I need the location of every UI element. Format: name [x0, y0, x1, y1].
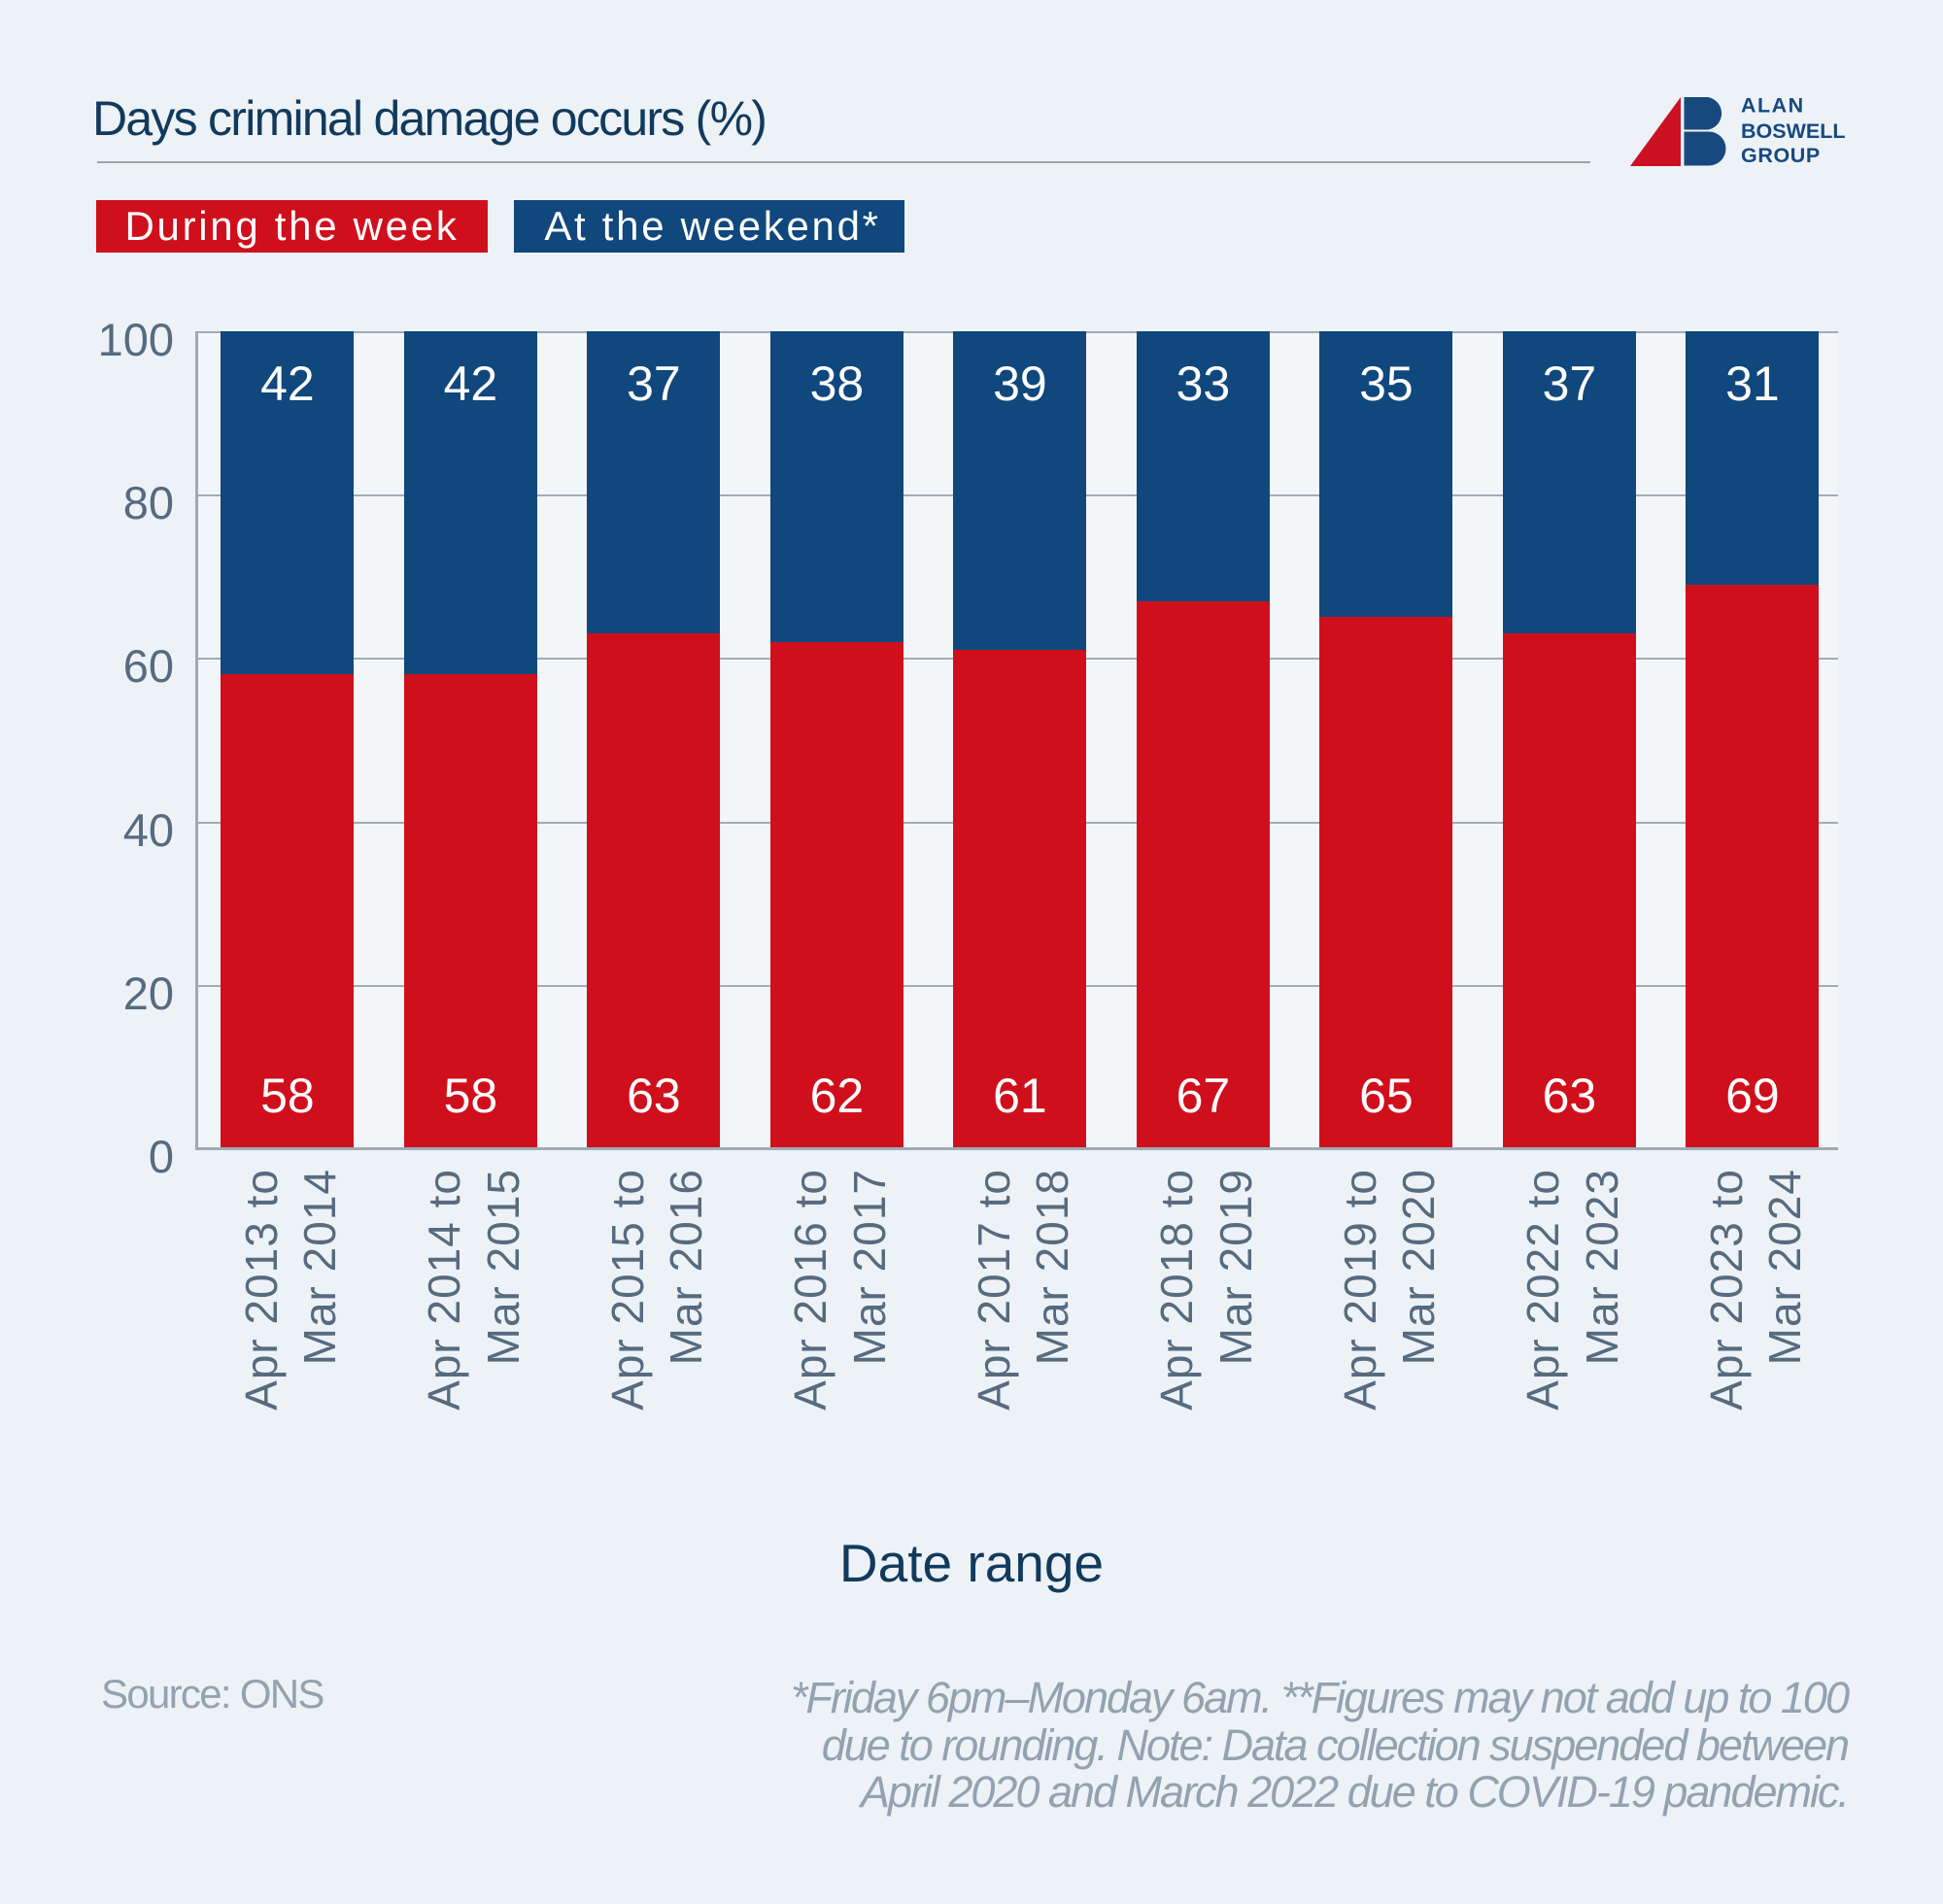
svg-text:GROUP: GROUP [1741, 144, 1821, 167]
svg-text:BOSWELL: BOSWELL [1741, 119, 1846, 143]
svg-text:ALAN: ALAN [1741, 96, 1805, 118]
